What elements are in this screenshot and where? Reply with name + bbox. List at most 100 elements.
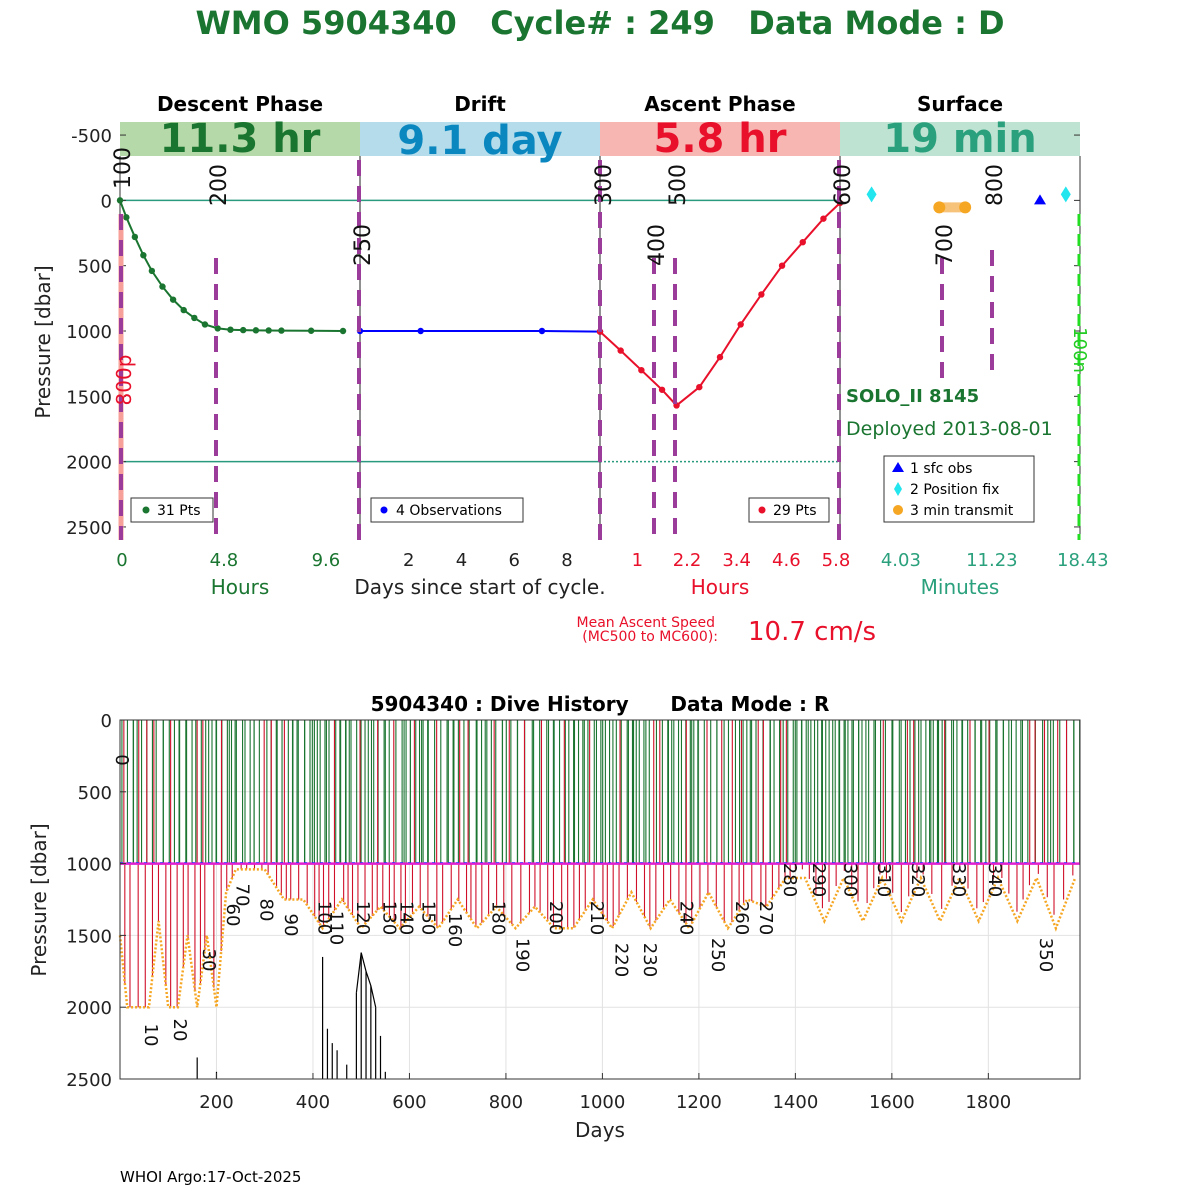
side-label-left: 800p [112, 355, 136, 406]
transmit-marker [959, 201, 972, 214]
cycle-label: 20 [169, 1019, 190, 1042]
bottom-y-tick-label: 2000 [66, 998, 112, 1019]
mission-code-label: 100 [111, 147, 136, 189]
mission-code-label: 600 [831, 164, 856, 206]
cycle-label: 220 [610, 943, 631, 977]
cycle-label: 90 [280, 914, 301, 937]
position-fix-marker [866, 186, 877, 203]
cycle-label: 130 [379, 901, 400, 935]
cycle-label: 250 [707, 938, 728, 972]
top-x-tick-surface: 4.03 [881, 550, 921, 571]
top-x-tick-ascent: 4.6 [772, 550, 801, 571]
phase-duration-ascent: 5.8 hr [654, 116, 787, 162]
legend-drift-box [370, 497, 524, 523]
cycle-label: 10 [140, 1024, 161, 1047]
series-line-drift [360, 330, 601, 333]
top-marks: 100 200 250 300 400 500 600 700 800 [111, 147, 1081, 540]
cycle-label: 350 [1035, 938, 1056, 972]
cycle-label: 180 [487, 901, 508, 935]
top-x-tick-surface: 11.23 [966, 550, 1018, 571]
bottom-x-tick-label: 1200 [676, 1092, 722, 1113]
top-x-tick-descent: 4.8 [210, 550, 239, 571]
series-point-ascent [617, 347, 624, 354]
series-point-descent [214, 325, 221, 332]
phase-band-1 [360, 122, 600, 156]
legend-descent-marker [142, 506, 150, 514]
phase-title-descent: Descent Phase [157, 92, 323, 116]
bottom-x-tick-label: 1600 [869, 1092, 915, 1113]
legend-surface: 1 sfc obs 2 Position fix 3 min transmit [883, 455, 1035, 523]
series-point-ascent [716, 353, 724, 361]
phase-title-ascent: Ascent Phase [644, 92, 795, 116]
bottom-x-tick-label: 800 [489, 1092, 523, 1113]
top-y-tick-label: -500 [71, 126, 112, 147]
legend-sfc-obs-marker [892, 462, 904, 472]
bottom-x-tick-label: 400 [296, 1092, 330, 1113]
top-x-tick-surface: 18.43 [1057, 550, 1109, 571]
phase-duration-drift: 9.1 day [397, 118, 562, 164]
mission-code-label: 700 [933, 224, 958, 266]
mission-code-label: 300 [592, 164, 617, 206]
bottom-x-tick-label: 600 [392, 1092, 426, 1113]
x-label-descent: Hours [211, 575, 270, 599]
top-x-tick-ascent: 5.8 [822, 550, 851, 571]
legend-ascent-marker [758, 506, 766, 514]
bottom-y-tick-label: 2500 [66, 1070, 112, 1091]
bottom-y-axis-label: Pressure [dbar] [27, 823, 51, 976]
top-series [116, 197, 844, 409]
legend-transmit-label: 3 min transmit [910, 503, 1014, 519]
cycle-label: 70 [232, 884, 253, 907]
legend-descent: 31 Pts [130, 497, 214, 523]
bottom-axes: 200 400 600 800 1000 1200 1400 1600 180005001000… [66, 711, 1081, 1113]
x-label-drift: Days since start of cycle. [354, 575, 605, 599]
series-point-ascent [820, 215, 827, 222]
series-point-descent [278, 327, 285, 334]
cycle-label: 330 [948, 863, 969, 897]
cycle-label: 320 [907, 863, 928, 897]
cycle-label: 60 [222, 904, 243, 927]
cycle-label: 300 [839, 863, 860, 897]
profile-depth-line [118, 868, 1077, 1009]
top-y-axis-label: Pressure [dbar] [31, 265, 55, 418]
phase-duration-descent: 11.3 hr [160, 116, 321, 162]
series-line-ascent [599, 202, 841, 407]
cycle-label: 200 [545, 901, 566, 935]
series-point-descent [180, 306, 187, 314]
bottom-x-tick-label: 1800 [965, 1092, 1011, 1113]
phase-band-3 [840, 122, 1080, 156]
phase-duration-surface: 19 min [883, 116, 1036, 162]
cycle-label: 210 [586, 901, 607, 935]
series-point-descent [252, 327, 260, 334]
x-label-ascent: Hours [691, 575, 750, 599]
bottom-x-tick-label: 1400 [772, 1092, 818, 1113]
bottom-x-tick-label: 1000 [580, 1092, 626, 1113]
legend-ascent-label: 29 Pts [773, 503, 817, 519]
series-point-descent [307, 327, 315, 334]
bottom-y-tick-label: 1000 [66, 855, 112, 876]
series-point-ascent [758, 291, 765, 298]
top-x-tick-ascent: 3.4 [722, 550, 751, 571]
series-point-descent [339, 327, 347, 335]
bottom-x-axis-label: Days [575, 1118, 625, 1142]
ascent-speed-label-1: Mean Ascent Speed [577, 615, 715, 631]
mission-code-label: 500 [666, 164, 691, 206]
legend-position-fix-marker [894, 482, 902, 496]
series-point-descent [123, 214, 130, 221]
phase-title-surface: Surface [917, 92, 1003, 116]
legend-drift-marker [380, 506, 388, 514]
legend-drift-label: 4 Observations [396, 503, 502, 519]
cycle-label: 240 [675, 901, 696, 935]
cycle-label: 160 [444, 913, 465, 947]
series-point-descent [148, 267, 156, 275]
sfc-obs-marker [1034, 194, 1046, 205]
cycle-label: 100 [314, 901, 335, 935]
series-point-descent [159, 283, 166, 290]
bottom-frame [119, 719, 1081, 1080]
top-x-tick-drift: 2 [403, 550, 414, 571]
bottom-series [118, 720, 1081, 1079]
cycle-label: 120 [352, 901, 373, 935]
transmit-marker [933, 201, 946, 214]
position-fix-marker [1060, 186, 1071, 203]
series-point-descent [131, 233, 139, 241]
top-x-tick-descent: 9.6 [312, 550, 341, 571]
